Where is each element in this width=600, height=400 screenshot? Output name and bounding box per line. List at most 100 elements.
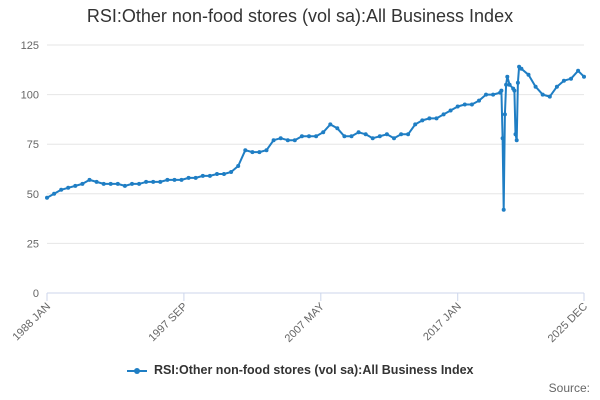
data-point	[399, 132, 404, 137]
data-point	[87, 177, 92, 182]
data-point	[469, 102, 474, 107]
data-point	[52, 191, 57, 196]
data-point	[392, 136, 396, 141]
data-point	[507, 82, 512, 87]
data-point	[299, 134, 304, 139]
data-point	[502, 112, 507, 117]
data-point	[561, 78, 566, 83]
data-point	[207, 173, 212, 178]
data-point	[108, 181, 113, 186]
data-point	[243, 148, 248, 153]
data-point	[491, 92, 496, 97]
data-point	[250, 150, 255, 155]
data-point	[271, 138, 276, 143]
data-point	[505, 74, 510, 79]
data-point	[144, 179, 149, 184]
legend[interactable]: RSI:Other non-food stores (vol sa):All B…	[0, 363, 600, 377]
data-point	[569, 76, 573, 81]
data-point	[130, 181, 134, 186]
data-point	[179, 177, 184, 182]
data-point	[349, 134, 354, 139]
y-tick-label: 125	[21, 40, 39, 52]
data-point	[455, 104, 460, 109]
data-point	[413, 122, 418, 127]
data-point	[513, 132, 518, 137]
data-point	[193, 175, 198, 180]
data-point	[420, 118, 425, 123]
data-point	[441, 112, 446, 117]
data-point	[328, 122, 333, 127]
x-tick-label: 2007 MAY	[283, 300, 328, 345]
source-label: Source:	[548, 381, 590, 395]
chart-title: RSI:Other non-food stores (vol sa):All B…	[86, 6, 514, 26]
data-point	[514, 138, 519, 143]
data-point	[264, 148, 269, 153]
data-point	[363, 132, 368, 137]
data-point	[335, 126, 340, 131]
data-point	[222, 172, 226, 176]
data-point	[200, 173, 205, 178]
data-point	[151, 179, 156, 184]
data-point	[285, 138, 290, 143]
data-point	[94, 179, 99, 184]
data-point	[484, 92, 488, 97]
data-point	[501, 207, 506, 212]
data-point	[278, 136, 283, 141]
x-tick-label: 2017 JAN	[421, 301, 464, 344]
data-point	[229, 170, 234, 174]
data-point	[314, 134, 319, 139]
data-point	[137, 181, 142, 186]
y-tick-label: 100	[21, 90, 39, 102]
x-tick-label: 1997 SEP	[147, 301, 191, 345]
data-point	[66, 185, 71, 190]
y-tick-label: 0	[33, 288, 39, 300]
legend-swatch	[126, 366, 147, 376]
data-point	[215, 172, 219, 176]
data-point	[515, 80, 520, 85]
data-point	[434, 116, 439, 121]
data-point	[504, 82, 509, 87]
data-point	[582, 74, 586, 79]
x-tick-label: 2025 DEC	[546, 301, 590, 345]
data-point	[377, 134, 382, 139]
data-point	[540, 92, 545, 97]
data-point	[477, 98, 481, 103]
data-point	[59, 187, 64, 192]
data-point	[292, 138, 297, 143]
data-point	[186, 175, 191, 180]
data-point	[101, 181, 106, 186]
y-axis: 0 25 50 75 100 125	[21, 40, 39, 300]
x-axis: 1988 JAN 1997 SEP 2007 MAY 2017 JAN 2025 DEC	[10, 293, 590, 345]
data-point	[356, 130, 361, 135]
data-point	[533, 84, 538, 89]
data-point	[512, 88, 517, 93]
data-point	[158, 179, 163, 184]
y-tick-label: 25	[27, 238, 39, 250]
data-point	[122, 183, 127, 188]
data-point	[80, 181, 85, 186]
data-point	[384, 132, 389, 137]
data-point	[342, 134, 347, 139]
y-tick-label: 75	[27, 139, 39, 151]
data-point	[427, 116, 432, 121]
data-point	[307, 134, 311, 139]
data-point	[257, 150, 262, 155]
series-layer	[45, 64, 586, 212]
data-point	[165, 177, 170, 182]
data-point	[406, 132, 411, 137]
data-point	[73, 183, 78, 188]
data-point	[236, 164, 241, 168]
data-point	[500, 136, 505, 141]
data-point	[576, 68, 581, 73]
data-point	[499, 88, 504, 93]
x-tick-label: 1988 JAN	[10, 301, 53, 344]
data-point	[462, 102, 467, 107]
legend-label: RSI:Other non-food stores (vol sa):All B…	[154, 363, 474, 377]
data-point	[526, 72, 531, 77]
data-point	[519, 66, 524, 71]
y-tick-label: 50	[27, 189, 39, 201]
data-point	[115, 181, 120, 186]
data-point	[172, 177, 177, 182]
data-point	[448, 108, 453, 113]
